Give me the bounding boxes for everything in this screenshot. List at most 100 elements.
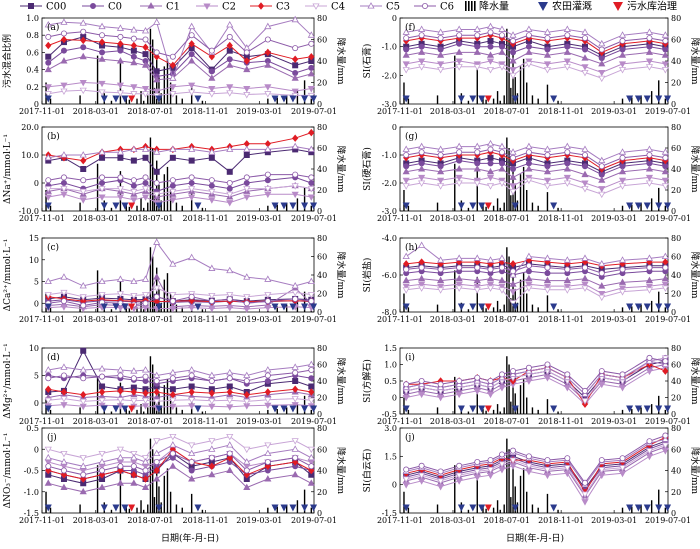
data-point-C3 <box>80 391 87 399</box>
precip-bar <box>537 507 539 513</box>
data-point-C6 <box>292 171 299 178</box>
y2-tick-label: 0 <box>671 308 676 317</box>
data-point-C6 <box>662 154 669 161</box>
y-axis-label: SI(硬石膏) <box>361 147 373 191</box>
precip-bar <box>125 97 127 104</box>
y-tick-label: 10.0 <box>21 151 39 160</box>
data-point-C4 <box>264 186 272 193</box>
data-point-C6 <box>498 371 505 378</box>
y-tick-label: 0 <box>34 399 39 408</box>
irrigation-marker <box>478 95 486 103</box>
data-point-C5 <box>581 28 589 35</box>
irrigation-marker <box>301 303 309 311</box>
data-point-C6 <box>646 354 653 361</box>
y-tick-label: 1.0 <box>26 14 39 23</box>
y-tick-label: 20.0 <box>21 123 39 132</box>
x-tick-label: 2018-07-01 <box>127 315 173 324</box>
data-point-C2 <box>661 177 669 185</box>
data-point-C2 <box>291 191 299 199</box>
precip-bar <box>153 401 156 414</box>
data-point-C2 <box>618 285 627 292</box>
data-point-C2 <box>473 283 481 291</box>
data-point-C6 <box>487 29 494 36</box>
y2-tick-label: 20 <box>671 186 681 195</box>
x-tick-label: 2019-03-01 <box>236 315 282 324</box>
data-point-C5 <box>645 28 654 35</box>
series-line-C6 <box>406 265 666 274</box>
data-point-C6 <box>418 264 425 271</box>
precip-bar <box>96 163 99 211</box>
x-tick-label: 2018-03-01 <box>73 107 119 116</box>
data-point-C3 <box>130 41 137 50</box>
data-point-C3 <box>142 389 149 397</box>
precip-bar <box>510 195 512 211</box>
data-point-C2 <box>509 289 517 296</box>
data-point-C5 <box>60 273 68 280</box>
data-point-C5 <box>226 266 234 274</box>
precip-bar <box>557 100 559 104</box>
irrigation-marker <box>402 95 410 103</box>
data-point-C5 <box>418 25 426 32</box>
data-point-C1 <box>473 165 481 172</box>
irrigation-marker <box>194 405 202 413</box>
precip-bar <box>621 409 624 414</box>
data-point-C00 <box>153 68 160 75</box>
data-point-C2 <box>437 394 445 402</box>
y-tick-label: 0 <box>34 445 39 454</box>
data-point-C4 <box>98 186 106 193</box>
series-line-C5 <box>48 241 312 287</box>
data-point-C5 <box>116 366 124 373</box>
reservoir-treatment-marker <box>128 202 136 210</box>
y2-tick-label: 20 <box>671 394 681 403</box>
data-point-C6 <box>581 387 588 394</box>
legend-item: C4 <box>305 2 345 13</box>
data-point-C4 <box>291 396 299 403</box>
precip-bar <box>151 148 154 211</box>
precip-bar <box>650 300 653 312</box>
y2-tick-label: 60 <box>671 445 681 454</box>
series-line-C0 <box>406 442 666 492</box>
data-point-C4 <box>116 90 124 97</box>
data-point-C4 <box>141 91 150 98</box>
data-point-C2 <box>455 281 463 289</box>
data-point-C3 <box>226 388 233 396</box>
data-point-C2 <box>598 381 606 389</box>
panel-c: 0 5 10 15 0 20 40 60 80 2017-11-01 2018-03-01 2018-… <box>3 234 347 324</box>
x-tick-label: 2019-03-01 <box>591 417 637 426</box>
data-point-C4 <box>437 67 445 74</box>
data-point-C4 <box>291 183 299 190</box>
data-point-C5 <box>153 371 161 379</box>
data-point-C6 <box>525 149 532 156</box>
data-point-C1 <box>543 276 552 284</box>
data-point-C1 <box>291 74 299 81</box>
data-point-C6 <box>525 364 532 371</box>
y2-tick-label: 0 <box>317 100 322 109</box>
data-point-C2 <box>169 197 177 204</box>
data-point-C2 <box>645 58 654 65</box>
series-line-C1 <box>406 446 666 497</box>
precip-bar <box>508 148 510 211</box>
data-point-C1 <box>645 48 654 55</box>
precip-bar <box>147 304 149 312</box>
data-point-C1 <box>455 165 463 172</box>
irrigation-marker <box>655 95 663 103</box>
data-point-C4 <box>473 64 481 71</box>
x-tick-label: 2019-07-01 <box>291 516 337 525</box>
data-point-C4 <box>243 398 251 406</box>
precip-bar <box>407 409 410 414</box>
precip-bar <box>136 98 138 104</box>
data-point-C6 <box>243 300 250 307</box>
precip-bar <box>128 508 131 513</box>
y2-tick-label: 20 <box>671 290 681 299</box>
irrigation-marker <box>511 95 519 103</box>
legend-item: C0 <box>82 2 122 13</box>
data-point-C5 <box>498 25 506 32</box>
data-point-C5 <box>208 371 216 379</box>
y2-tick-label: 40 <box>671 57 681 66</box>
data-point-C6 <box>564 266 571 273</box>
data-point-C4 <box>98 292 106 299</box>
precip-bar <box>136 307 138 312</box>
data-point-C5 <box>598 39 606 47</box>
data-point-C4 <box>543 183 552 190</box>
data-point-C2 <box>60 402 68 409</box>
